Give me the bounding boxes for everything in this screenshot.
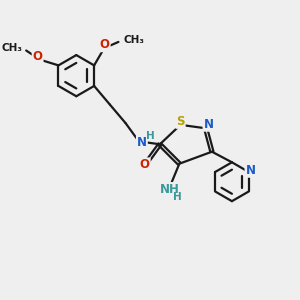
Text: S: S (176, 115, 185, 128)
Text: H: H (146, 131, 155, 141)
Text: O: O (33, 50, 43, 63)
Text: CH₃: CH₃ (2, 43, 23, 53)
Text: N: N (137, 136, 147, 149)
Text: O: O (100, 38, 110, 51)
Text: CH₃: CH₃ (124, 35, 145, 46)
Text: N: N (203, 118, 214, 131)
Text: H: H (173, 192, 182, 202)
Text: NH: NH (160, 183, 180, 196)
Text: N: N (245, 164, 256, 177)
Text: O: O (140, 158, 150, 171)
